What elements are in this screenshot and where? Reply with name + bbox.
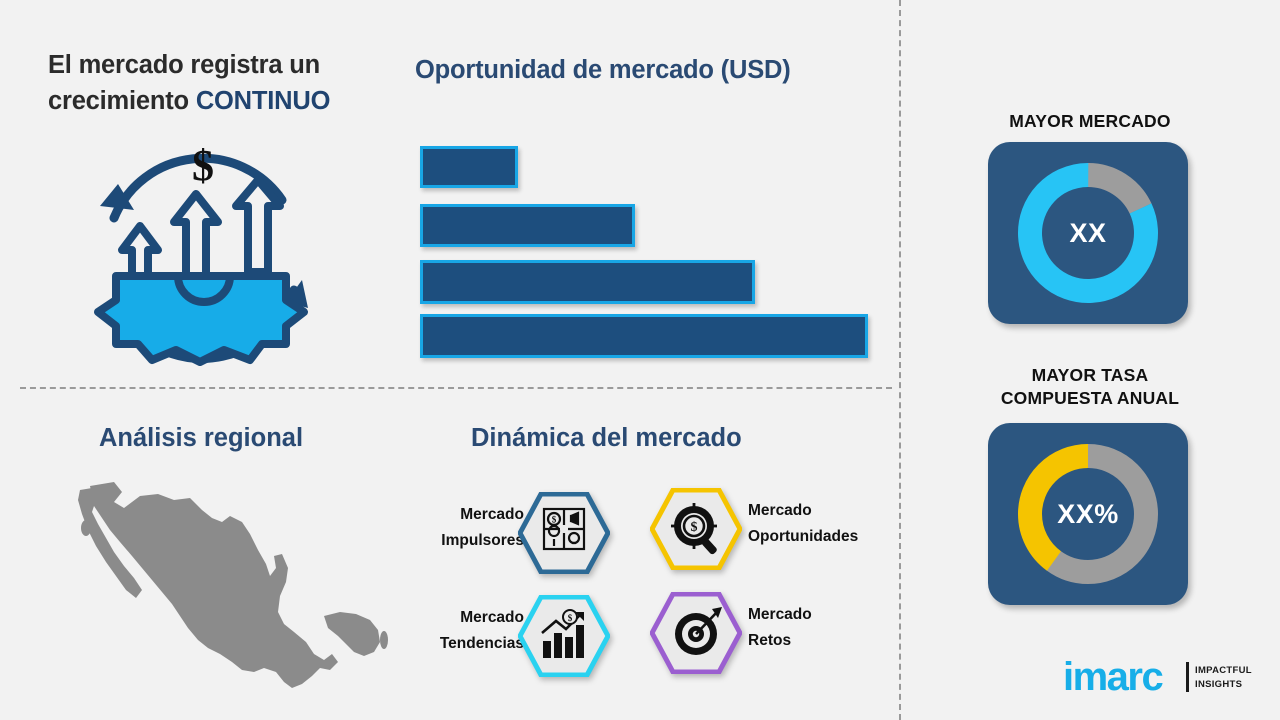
- dynamics-item-retos-label: Mercado Retos: [748, 606, 812, 649]
- growth-heading-line2-accent: CONTINUO: [195, 87, 331, 116]
- kpi-value-mayor-tasa: XX%: [1057, 498, 1119, 529]
- dynamics-group: Mercado Impulsores $: [396, 480, 896, 700]
- growth-gear-arrows-icon: $: [72, 140, 334, 372]
- regional-title: Análisis regional: [99, 424, 304, 452]
- imarc-logo: imarc IMPACTFUL INSIGHTS: [1063, 655, 1252, 703]
- growth-heading: El mercado registra un crecimiento CONTI…: [48, 47, 398, 119]
- dynamics-item-impulsores-label: Mercado Impulsores: [441, 506, 524, 549]
- kpi-title-mayor-tasa: MAYOR TASA COMPUESTA ANUAL: [1000, 365, 1180, 408]
- donut-mayor-tasa: [1018, 444, 1158, 584]
- growth-heading-line2-plain: crecimiento: [48, 87, 196, 116]
- mexico-map-silhouette: [62, 472, 402, 704]
- opportunity-bar-chart: [420, 146, 880, 358]
- growth-heading-line1: El mercado registra un: [48, 51, 320, 79]
- imarc-tagline: IMPACTFUL INSIGHTS: [1195, 665, 1252, 690]
- bar-item: [420, 204, 635, 247]
- kpi-value-mayor-mercado: XX: [1069, 217, 1107, 248]
- svg-text:$: $: [568, 613, 573, 623]
- opportunity-title: Oportunidad de mercado (USD): [415, 56, 791, 84]
- imarc-wordmark: imarc: [1063, 655, 1164, 699]
- dynamics-item-tendencias-label: Mercado Tendencias: [439, 609, 524, 652]
- target-dart-icon[interactable]: [649, 591, 743, 675]
- bar-item: [420, 146, 518, 188]
- kpi-card-mayor-tasa: XX%: [988, 423, 1188, 605]
- kpi-card-mayor-mercado: XX: [988, 142, 1188, 324]
- logo-separator: [1186, 662, 1189, 692]
- kpi-title-mayor-mercado: MAYOR MERCADO: [1009, 111, 1171, 131]
- dynamics-title: Dinámica del mercado: [471, 424, 742, 452]
- bar-item: [420, 260, 755, 304]
- svg-text:$: $: [691, 520, 698, 535]
- vertical-divider: [899, 0, 901, 720]
- donut-mayor-mercado: [1018, 163, 1158, 303]
- puzzle-pieces-icon[interactable]: $: [517, 491, 611, 575]
- dollar-glyph: $: [192, 141, 214, 190]
- bar-item: [420, 314, 868, 358]
- dynamics-item-oportunidades-label: Mercado Oportunidades: [748, 502, 859, 545]
- bar-chart-growth-dollar-icon[interactable]: $: [517, 594, 611, 678]
- horizontal-divider: [20, 387, 892, 389]
- svg-text:$: $: [552, 515, 557, 525]
- magnifier-dollar-target-icon[interactable]: $: [649, 487, 743, 571]
